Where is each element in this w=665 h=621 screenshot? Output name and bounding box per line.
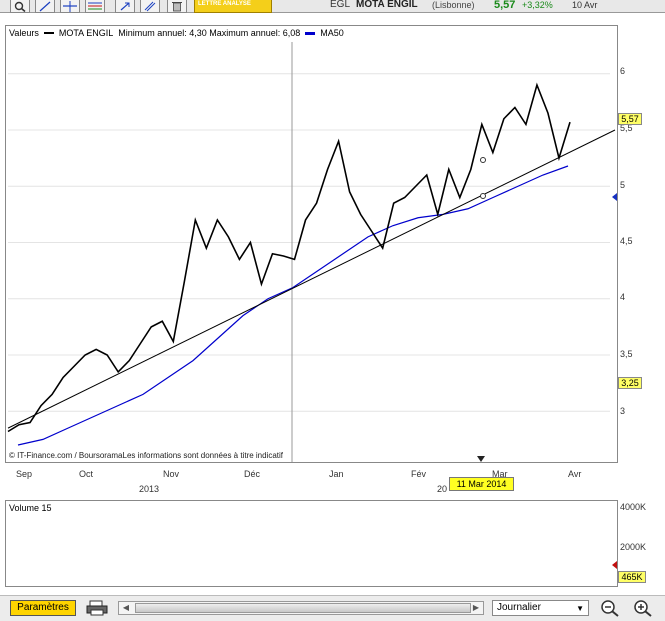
fibonacci-icon[interactable]	[85, 0, 105, 13]
y-tick-label: 4,5	[620, 236, 633, 246]
zoom-out-icon[interactable]	[600, 599, 620, 617]
lettre-analyse-button[interactable]: LETTRE ANALYSE	[194, 0, 272, 13]
x-axis: Sep Oct Nov Déc Jan Fév Mar Avr 2013 20	[0, 463, 620, 499]
y-tick-label: 6	[620, 66, 626, 76]
y-tick-label: 4	[620, 292, 626, 302]
x-tick-label: Fév	[411, 469, 427, 479]
scroll-thumb[interactable]	[135, 603, 471, 613]
volume-axis-label: 4000K	[620, 502, 647, 512]
x-tick-label: Oct	[79, 469, 94, 479]
scroll-left-icon[interactable]: ◀	[122, 603, 130, 612]
legend-ma-swatch	[305, 31, 316, 35]
scroll-right-icon[interactable]: ▶	[472, 603, 480, 612]
volume-title: Volume 15	[9, 503, 52, 513]
x-tick-label: Avr	[568, 469, 582, 479]
y-tick-label: 3	[620, 406, 626, 416]
time-scrollbar[interactable]: ◀ ▶	[118, 601, 484, 615]
volume-panel[interactable]	[5, 500, 618, 587]
price-chart-panel[interactable]	[5, 25, 618, 463]
period-select[interactable]: Journalier ▼	[492, 600, 589, 616]
x-tick-label: Nov	[163, 469, 180, 479]
bottom-bar: Paramètres ◀ ▶ Journalier ▼	[0, 595, 665, 621]
x-tick-label: Mar	[492, 469, 508, 479]
y-tick-label: 5	[620, 180, 626, 190]
x-tick-label: Jan	[329, 469, 344, 479]
volume-axis-label: 2000K	[620, 542, 647, 552]
x-tick-label: Déc	[244, 469, 261, 479]
legend-price-swatch	[43, 32, 54, 34]
ticker-date: 10 Avr	[572, 0, 598, 10]
parametres-button[interactable]: Paramètres	[10, 600, 76, 616]
chart-legend: Valeurs MOTA ENGIL Minimum annuel: 4,30 …	[9, 28, 344, 38]
volume-marker-icon	[612, 561, 617, 569]
trash-icon[interactable]	[167, 0, 187, 13]
legend-ma-name: MA50	[320, 28, 344, 38]
cursor-date-flag: 11 Mar 2014	[449, 477, 514, 491]
ticker-name: MOTA ENGIL	[356, 0, 418, 10]
legend-series-name: MOTA ENGIL	[58, 28, 114, 38]
zoom-in-icon[interactable]	[633, 599, 653, 617]
draw-line-icon[interactable]	[35, 0, 55, 13]
ticker-code: EGL	[330, 0, 351, 10]
data-credit: © IT-Finance.com / BoursoramaLes informa…	[9, 451, 284, 460]
print-icon[interactable]	[86, 600, 108, 616]
ma-marker-icon	[612, 193, 617, 201]
x-tick-label: Sep	[16, 469, 33, 479]
x-year-label: 20	[437, 484, 448, 494]
legend-min-max: Minimum annuel: 4,30 Maximum annuel: 6,0…	[118, 28, 301, 38]
low-price-tag: 3,25	[618, 377, 642, 389]
ticker-price: 5,57	[494, 0, 516, 11]
toolbar: LETTRE ANALYSE EGL MOTA ENGIL (Lisbonne)…	[0, 0, 665, 13]
ticker-change: +3,32%	[522, 0, 553, 10]
x-year-label: 2013	[139, 484, 160, 494]
arrows-diagonal-icon[interactable]	[115, 0, 135, 13]
channel-icon[interactable]	[140, 0, 160, 13]
period-select-value: Journalier	[497, 602, 541, 613]
horizontal-line-icon[interactable]	[60, 0, 80, 13]
ticker-market: (Lisbonne)	[432, 0, 475, 10]
legend-label: Valeurs	[9, 28, 39, 38]
chevron-down-icon: ▼	[576, 604, 584, 613]
last-price-tag: 5,57	[618, 113, 642, 125]
cursor-marker-icon[interactable]	[477, 456, 485, 462]
y-tick-label: 3,5	[620, 349, 633, 359]
zoom-tool-icon[interactable]	[10, 0, 30, 13]
y-tick-label: 5,5	[620, 123, 633, 133]
volume-last-tag: 465K	[618, 571, 646, 583]
